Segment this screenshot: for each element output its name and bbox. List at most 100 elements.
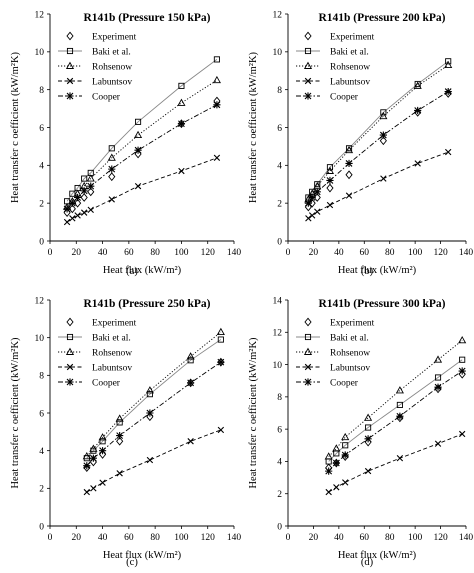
legend-label: Experiment [92, 32, 137, 42]
series-cooper [304, 87, 452, 207]
data-point-triangle [413, 81, 422, 89]
data-point-square [326, 164, 334, 171]
x-tick-label: 120 [433, 248, 448, 258]
legend-marker-diamond [304, 317, 312, 327]
data-point-diamond [444, 89, 452, 98]
data-point-square [116, 419, 123, 426]
x-tick-label: 60 [124, 248, 134, 258]
data-point-star [98, 447, 107, 455]
data-point-x [314, 208, 321, 215]
data-point-x [434, 440, 442, 447]
data-point-x [99, 479, 106, 486]
legend-label: Labuntsov [92, 77, 132, 87]
chart-title: R141b (Pressure 300 kPa) [318, 298, 445, 310]
data-point-square [380, 109, 387, 116]
legend-label: Cooper [330, 92, 359, 102]
y-tick-label: 0 [277, 522, 282, 532]
y-tick-label: 12 [273, 10, 283, 20]
y-tick-label: 12 [35, 296, 45, 306]
x-axis-label: Heat flux (kW/m²) [338, 265, 417, 276]
data-point-x [187, 438, 194, 445]
data-point-diamond [116, 436, 124, 446]
data-point-triangle [364, 413, 373, 421]
legend-label: Labuntsov [330, 363, 370, 373]
data-point-x [213, 154, 221, 161]
data-point-square [414, 80, 421, 88]
legend-marker-diamond [304, 31, 312, 41]
data-point-triangle [107, 153, 116, 161]
data-point-triangle [133, 130, 143, 139]
legend: Experiment Baki et al. Rohsenow Labuntsov Co… [58, 31, 137, 102]
data-point-square [81, 175, 88, 182]
data-point-square [459, 356, 466, 363]
series-rohsenow [82, 327, 225, 460]
data-point-square [99, 438, 106, 445]
data-point-square [217, 336, 224, 343]
series-experiment [83, 357, 225, 473]
data-point-triangle [186, 352, 195, 360]
data-point-x [74, 212, 81, 219]
data-point-triangle [395, 386, 404, 394]
y-tick-label: 10 [273, 361, 283, 371]
data-point-triangle [444, 60, 453, 69]
x-tick-label: 0 [286, 533, 291, 543]
data-point-square [396, 401, 403, 408]
y-tick-label: 0 [277, 237, 282, 247]
series-line [86, 331, 222, 457]
panel-caption: (d) [361, 557, 374, 568]
data-point-diamond [74, 198, 82, 208]
legend-marker-square [304, 333, 312, 341]
data-point-x [396, 455, 404, 462]
y-tick-label: 4 [277, 162, 282, 172]
data-point-star [379, 131, 387, 139]
y-tick-label: 8 [277, 393, 282, 403]
data-point-triangle [212, 75, 221, 84]
data-point-triangle [332, 444, 341, 452]
data-point-star [332, 459, 340, 467]
y-tick-label: 6 [277, 124, 282, 134]
x-tick-label: 80 [150, 533, 160, 543]
x-tick-label: 20 [309, 533, 319, 543]
y-tick-label: 0 [39, 522, 44, 532]
data-point-square [434, 374, 442, 381]
x-tick-label: 60 [360, 248, 370, 258]
data-point-x [342, 479, 349, 486]
data-point-square [135, 118, 142, 125]
data-point-triangle [98, 433, 107, 441]
y-tick-label: 6 [39, 124, 44, 134]
y-tick-label: 6 [39, 409, 44, 419]
series-cooper [63, 101, 221, 213]
y-tick-label: 2 [39, 485, 44, 495]
y-tick-label: 8 [39, 372, 44, 382]
y-tick-label: 4 [39, 162, 44, 172]
x-tick-label: 140 [459, 248, 474, 258]
y-tick-label: 10 [35, 48, 45, 58]
legend-label: Experiment [92, 318, 137, 328]
legend-marker-square [304, 47, 312, 55]
data-point-triangle [145, 386, 154, 394]
data-point-x [414, 160, 421, 167]
legend-marker-star [66, 378, 74, 386]
chart-title: R141b (Pressure 200 kPa) [318, 12, 445, 24]
data-point-star [83, 462, 91, 470]
data-point-diamond [326, 183, 334, 193]
legend-marker-x [304, 77, 312, 85]
data-point-diamond [108, 172, 116, 182]
x-tick-label: 20 [72, 248, 82, 258]
data-point-x [63, 218, 71, 226]
x-tick-label: 140 [227, 248, 242, 258]
x-tick-label: 40 [334, 533, 344, 543]
data-point-star [326, 176, 334, 185]
data-point-triangle [344, 145, 354, 154]
data-point-square [365, 424, 372, 431]
data-point-x [458, 430, 466, 438]
x-tick-label: 100 [174, 533, 189, 543]
x-axis-label: Heat flux (kW/m²) [338, 550, 417, 561]
series-labuntsov [325, 430, 466, 496]
legend-marker-x [66, 363, 74, 371]
x-tick-label: 60 [360, 533, 370, 543]
data-point-star [308, 193, 316, 202]
legend-label: Rohsenow [92, 62, 132, 72]
data-point-star [80, 187, 88, 195]
